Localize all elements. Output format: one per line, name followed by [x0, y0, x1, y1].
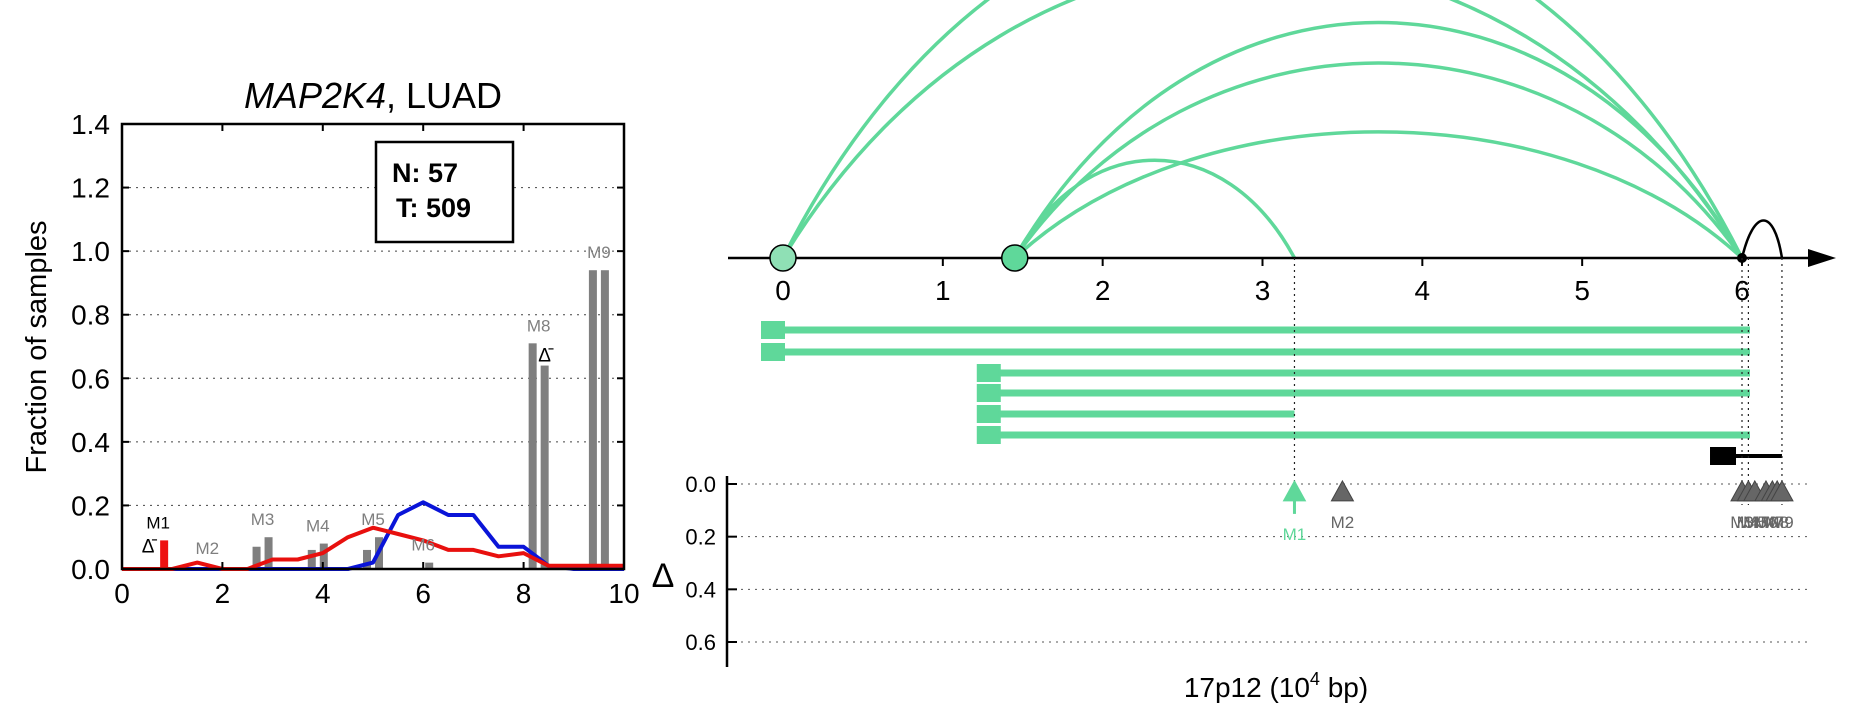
genomic-axis: 0 1 2 3 4 5 6 — [728, 244, 1836, 505]
delta-grid: 0.0 0.2 0.4 0.6 — [685, 472, 1808, 667]
origin-node — [769, 244, 797, 272]
bar-tumor — [425, 562, 434, 569]
y-tick-label: 0.4 — [71, 427, 110, 458]
x-tick-label: 8 — [516, 578, 532, 609]
marker-label: M1 — [146, 513, 170, 532]
y-tick-label: 0.8 — [71, 300, 110, 331]
bar-normal — [363, 549, 371, 569]
x-tick-label: 0 — [775, 275, 791, 306]
splice-arc — [1013, 158, 1297, 259]
splice-arc — [1013, 130, 1744, 260]
marker-label: M4 — [306, 517, 330, 536]
xlabel-main: 17p12 (10 — [1184, 672, 1310, 703]
x-tick-label: 6 — [415, 578, 431, 609]
delta-marker-label: M7 — [1761, 513, 1785, 532]
delta-tick-label: 0.4 — [685, 577, 716, 602]
delta-marker-label: M8 — [1765, 513, 1789, 532]
delta-tick-label: 0.6 — [685, 630, 716, 655]
y-tick-label: 1.0 — [71, 236, 110, 267]
x-tick-label: 2 — [215, 578, 231, 609]
black-arc — [1740, 219, 1784, 259]
left-marker-labels: M1 Δ̄ M2 M3 M4 M5 M6 M8 Δ̄ M9 — [142, 243, 611, 558]
marker-label: M8 — [527, 316, 551, 335]
splice-arcs — [781, 0, 1784, 260]
transcripts — [761, 321, 1782, 465]
transcript-start-box — [761, 343, 785, 361]
delta-axis-label: Δ — [652, 557, 675, 595]
y-tick-label: 0.6 — [71, 363, 110, 394]
splice-arc — [1013, 20, 1744, 259]
x-tick-label: 2 — [1095, 275, 1111, 306]
marker-label: M9 — [587, 243, 611, 262]
marker-label: M3 — [251, 510, 275, 529]
right-x-axis-label: 17p12 (104 bp) — [1184, 669, 1368, 703]
bar-tumor — [319, 543, 328, 569]
splice-arc — [781, 0, 1744, 259]
y-tick-label: 0.0 — [71, 554, 110, 585]
x-tick-label: 1 — [935, 275, 951, 306]
bar-tumor — [600, 270, 609, 569]
xlabel-tail: bp) — [1320, 672, 1368, 703]
delta-marker-label: M2 — [1331, 513, 1355, 532]
left-chart-panel: M1 Δ̄ M2 M3 M4 M5 M6 M8 Δ̄ M9 0.0 0.2 0.4 0.6 0.8 1.0 1… — [21, 75, 640, 609]
left-ticks: 0.0 0.2 0.4 0.6 0.8 1.0 1.2 1.4 0 2 4 6 8 10 — [71, 109, 640, 609]
delta-marker-label: M4 — [1737, 513, 1761, 532]
delta-tick-label: 0.2 — [685, 525, 716, 550]
info-box — [374, 140, 515, 244]
delta-marker-label: M5 — [1743, 513, 1767, 532]
x-tick-label: 0 — [114, 578, 130, 609]
transcript-start-box — [976, 364, 1001, 382]
marker-label: M2 — [196, 539, 220, 558]
bar-tumor — [264, 537, 273, 569]
delta-tick-label: 0.0 — [685, 472, 716, 497]
delta-marker-label: M1 — [1283, 525, 1307, 544]
x-tick-label: 3 — [1255, 275, 1271, 306]
left-plot-frame — [120, 122, 626, 571]
y-tick-label: 1.4 — [71, 109, 110, 140]
delta-marker-label: M6 — [1754, 513, 1778, 532]
transcript-start-box — [761, 321, 785, 339]
x-tick-label: 4 — [1415, 275, 1431, 306]
y-tick-label: 0.2 — [71, 490, 110, 521]
delta-marker-label: M3 — [1730, 513, 1754, 532]
series-line-tumor — [122, 525, 624, 571]
delta-marker — [1330, 479, 1355, 502]
bar-normal — [307, 549, 316, 569]
bar-normal — [252, 546, 261, 569]
info-t-label: T: 509 — [396, 193, 471, 223]
y-tick-label: 1.2 — [71, 173, 110, 204]
marker-label: M6 — [411, 536, 435, 555]
transcript-start-box — [976, 426, 1001, 444]
marker-label: M5 — [361, 510, 385, 529]
transcript-start-box — [976, 384, 1001, 402]
splice-arc — [781, 0, 1744, 259]
bar-normal — [588, 270, 597, 569]
bar-tumor — [540, 365, 549, 569]
x-tick-label: 5 — [1574, 275, 1590, 306]
origin-node — [1001, 244, 1029, 272]
axis-arrowhead — [1808, 249, 1836, 267]
delta-mark: Δ̄ — [538, 346, 554, 367]
bar-tumor — [160, 540, 169, 569]
transcript-start-box — [976, 405, 1001, 423]
left-y-axis-label: Fraction of samples — [21, 220, 53, 473]
delta-marker — [1770, 479, 1794, 502]
black-transcript-box — [1710, 447, 1737, 465]
bar-normal — [528, 343, 537, 569]
delta-mark: Δ̄ — [142, 536, 158, 557]
xlabel-exponent: 4 — [1310, 669, 1320, 689]
x-tick-label: 6 — [1734, 275, 1750, 306]
x-tick-label: 4 — [315, 578, 331, 609]
info-n-label: N: 57 — [392, 158, 458, 188]
splice-arc — [1013, 61, 1744, 260]
x-tick-label: 10 — [608, 578, 639, 609]
delta-marker-label: M9 — [1770, 513, 1794, 532]
title-gene: MAP2K4 — [244, 75, 386, 116]
title-rest: , LUAD — [386, 75, 502, 116]
left-chart-title: MAP2K4, LUAD — [244, 75, 502, 116]
